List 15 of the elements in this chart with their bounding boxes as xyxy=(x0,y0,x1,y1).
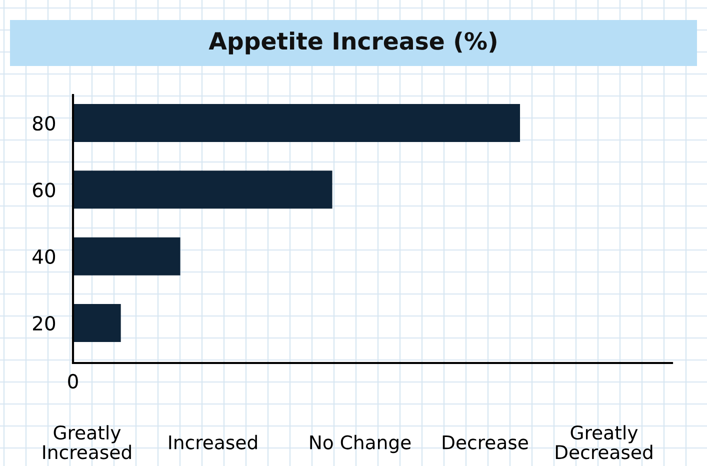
y-tick-label: 80 xyxy=(32,116,56,131)
bar xyxy=(73,237,180,276)
chart-title: Appetite Increase (%) xyxy=(208,32,496,54)
text: Greatly Increased xyxy=(43,425,131,460)
text: No Change xyxy=(310,434,411,454)
y-tick-label: 20 xyxy=(33,316,56,331)
text: 0 xyxy=(68,374,78,389)
bar xyxy=(73,304,121,342)
y-tick-label: 40 xyxy=(32,249,56,264)
bar xyxy=(73,104,520,142)
bar xyxy=(73,170,332,209)
text: Decrease xyxy=(442,436,528,450)
y-tick-label: 60 xyxy=(32,182,56,198)
text: Increased xyxy=(169,434,257,450)
text: Greatly Decreased xyxy=(556,425,652,460)
